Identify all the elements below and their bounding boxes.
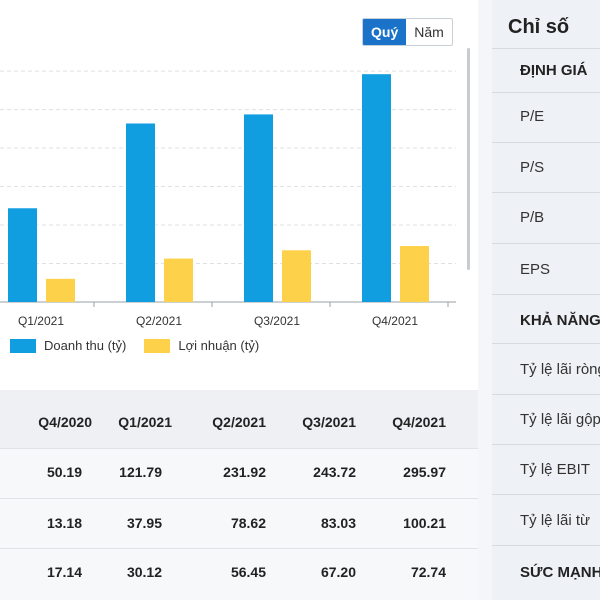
- revenue-bar: [126, 123, 155, 302]
- metric-pb[interactable]: P/B: [520, 209, 545, 226]
- header-cell: Q3/2021: [302, 414, 356, 430]
- panel-divider: [492, 545, 600, 546]
- table-cell: 30.12: [126, 564, 162, 580]
- legend-label-revenue: Doanh thu (tỷ): [44, 338, 127, 353]
- panel-divider: [492, 294, 600, 295]
- table-row: 17.14 30.12 56.45 67.20 72.74: [0, 548, 478, 598]
- toggle-year[interactable]: Năm: [414, 24, 444, 40]
- metric-eps[interactable]: EPS: [520, 261, 551, 278]
- x-tick-label: Q2/2021: [136, 314, 182, 328]
- section-profitability: KHẢ NĂNG: [520, 312, 600, 329]
- panel-divider: [492, 142, 600, 143]
- panel-divider: [492, 192, 600, 193]
- legend-label-profit: Lợi nhuận (tỷ): [178, 338, 260, 353]
- profit-bar: [400, 246, 429, 302]
- table-cell: 37.95: [126, 515, 162, 531]
- chart-svg: Q1/2021 Q2/2021 Q3/2021 Q4/2021: [0, 70, 456, 328]
- profit-bar: [164, 258, 193, 302]
- chart-legend: Doanh thu (tỷ) Lợi nhuận (tỷ): [10, 338, 259, 353]
- x-tick-label: Q1/2021: [18, 314, 64, 328]
- row-divider: [0, 548, 478, 549]
- table-cell: 231.92: [223, 464, 266, 480]
- section-strength: SỨC MẠNH: [520, 564, 600, 581]
- row-divider: [0, 448, 478, 449]
- legend-item-profit[interactable]: Lợi nhuận (tỷ): [144, 338, 259, 353]
- header-cell: Q4/2020: [38, 414, 92, 430]
- table-cell: 243.72: [313, 464, 356, 480]
- table-cell: 72.74: [410, 564, 446, 580]
- left-panel: Q1/2021 Q2/2021 Q3/2021 Q4/2021 Quý Năm Doa…: [0, 0, 478, 600]
- table-cell: 50.19: [46, 464, 82, 480]
- panel-divider: [492, 394, 600, 395]
- panel-divider: [492, 494, 600, 495]
- legend-item-revenue[interactable]: Doanh thu (tỷ): [10, 338, 126, 353]
- table-cell: 56.45: [230, 564, 266, 580]
- revenue-profit-chart: Q1/2021 Q2/2021 Q3/2021 Q4/2021 Quý Năm Doa…: [0, 18, 470, 353]
- table-cell: 78.62: [230, 515, 266, 531]
- table-cell: 67.20: [320, 564, 356, 580]
- metric-ps[interactable]: P/S: [520, 159, 545, 176]
- revenue-bar: [8, 208, 37, 302]
- revenue-bar: [244, 114, 273, 302]
- panel-divider: [492, 343, 600, 344]
- profit-bar: [282, 250, 311, 302]
- panel-divider: [492, 243, 600, 244]
- table-row: 13.18 37.95 78.62 83.03 100.21: [0, 498, 478, 548]
- chart-scrollbar[interactable]: [467, 48, 470, 270]
- profit-bar: [46, 278, 75, 302]
- financial-table: Q4/2020 Q1/2021 Q2/2021 Q3/2021 Q4/2021 …: [0, 390, 478, 600]
- metric-gross-margin[interactable]: Tỷ lệ lãi gộp: [520, 411, 600, 428]
- table-header: Q4/2020 Q1/2021 Q2/2021 Q3/2021 Q4/2021: [0, 390, 478, 448]
- metric-net-margin[interactable]: Tỷ lệ lãi ròng: [520, 361, 600, 378]
- table-cell: 13.18: [46, 515, 82, 531]
- x-tick-label: Q3/2021: [254, 314, 300, 328]
- panel-divider: [492, 444, 600, 445]
- table-cell: 83.03: [320, 515, 356, 531]
- legend-swatch-profit: [144, 338, 171, 353]
- metric-pe[interactable]: P/E: [520, 108, 545, 125]
- metric-ebit-margin[interactable]: Tỷ lệ EBIT: [520, 461, 591, 478]
- row-divider: [0, 498, 478, 499]
- indicators-panel: Chỉ số ĐỊNH GIÁ P/E P/S P/B EPS KHẢ NĂNG…: [492, 0, 600, 600]
- metric-other-margin[interactable]: Tỷ lệ lãi từ: [520, 512, 591, 529]
- table-row: 50.19 121.79 231.92 243.72 295.97: [0, 448, 478, 498]
- table-cell: 295.97: [403, 464, 446, 480]
- header-cell: Q2/2021: [212, 414, 266, 430]
- table-cell: 100.21: [403, 515, 446, 531]
- toggle-quarter[interactable]: Quý: [363, 19, 407, 45]
- indicators-title: Chỉ số: [508, 16, 570, 38]
- table-cell: 121.79: [119, 464, 162, 480]
- period-toggle: Quý Năm: [362, 18, 453, 46]
- panel-divider: [492, 48, 600, 49]
- section-valuation: ĐỊNH GIÁ: [520, 62, 588, 79]
- revenue-bar: [362, 74, 391, 303]
- table-cell: 17.14: [46, 564, 82, 580]
- header-cell: Q1/2021: [118, 414, 172, 430]
- legend-swatch-revenue: [10, 338, 36, 353]
- header-cell: Q4/2021: [392, 414, 446, 430]
- x-tick-label: Q4/2021: [372, 314, 418, 328]
- panel-divider: [492, 92, 600, 93]
